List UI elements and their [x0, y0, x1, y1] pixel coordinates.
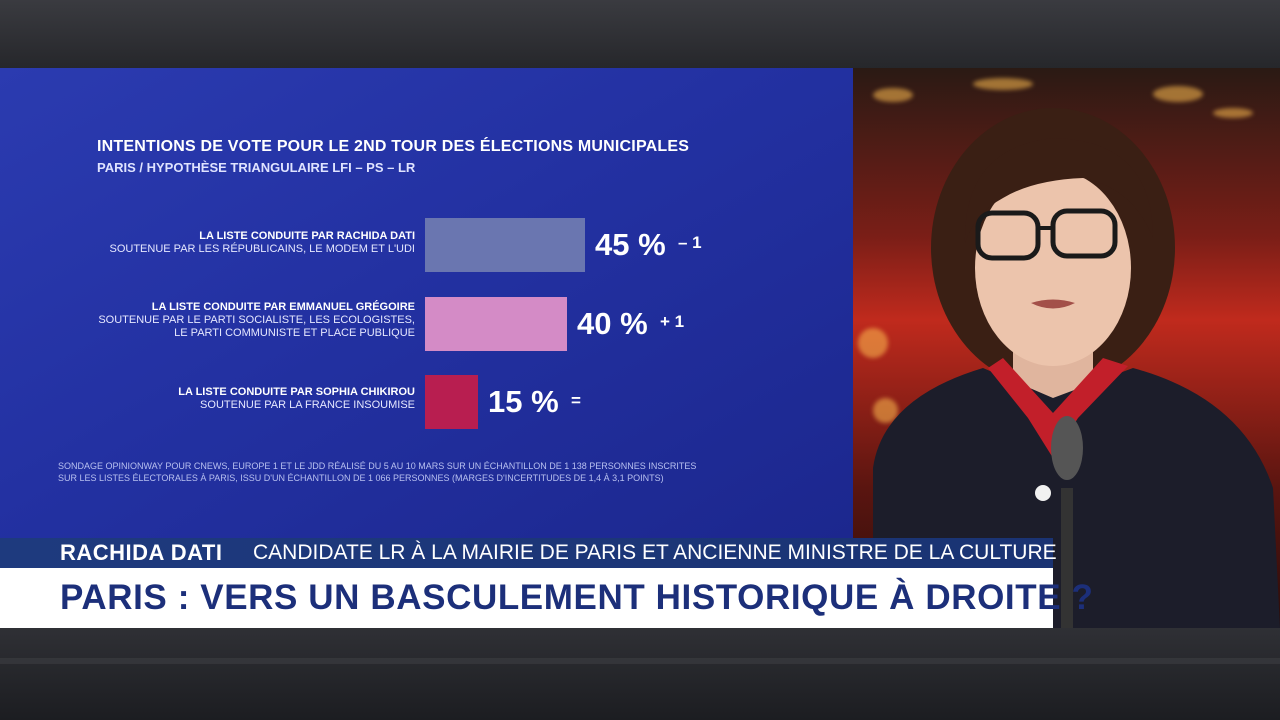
speaker-role: CANDIDATE LR À LA MAIRIE DE PARIS ET ANC… [253, 541, 1057, 564]
chart-subtitle: PARIS / HYPOTHÈSE TRIANGULAIRE LFI – PS … [97, 160, 416, 175]
studio-light [1153, 86, 1203, 102]
chart-title: INTENTIONS DE VOTE POUR LE 2ND TOUR DES … [97, 138, 690, 155]
bar-gregoire [425, 297, 567, 351]
source-line: SUR LES LISTES ÉLECTORALES À PARIS, ISSU… [58, 473, 664, 483]
bar-label-gregoire: LA LISTE CONDUITE PAR EMMANUEL GRÉGOIRE … [98, 301, 415, 340]
studio-light [1213, 108, 1253, 118]
bar-label-support: LE PARTI COMMUNISTE ET PLACE PUBLIQUE [174, 327, 415, 339]
speaker-name: RACHIDA DATI [60, 540, 223, 565]
change-label-gregoire: + 1 [660, 312, 685, 331]
source-line: SONDAGE OPINIONWAY POUR CNEWS, EUROPE 1 … [58, 461, 697, 471]
headline: PARIS : VERS UN BASCULEMENT HISTORIQUE À… [60, 578, 1094, 617]
poll-chart-panel: INTENTIONS DE VOTE POUR LE 2ND TOUR DES … [0, 68, 853, 538]
studio-light [858, 328, 888, 358]
studio-light [873, 398, 898, 423]
change-label-dati: – 1 [678, 233, 702, 252]
name-bar: RACHIDA DATI CANDIDATE LR À LA MAIRIE DE… [0, 538, 1057, 568]
value-label-chikirou: 15 % [488, 384, 559, 419]
poll-source-note: SONDAGE OPINIONWAY POUR CNEWS, EUROPE 1 … [58, 460, 758, 484]
bar-chikirou [425, 375, 478, 429]
studio-top-band [0, 0, 1280, 68]
studio-bottom-band [0, 628, 1280, 720]
bar-label-dati: LA LISTE CONDUITE PAR RACHIDA DATI SOUTE… [110, 230, 416, 256]
bar-dati [425, 218, 585, 272]
change-label-chikirou: = [571, 391, 581, 410]
bar-label-support: SOUTENUE PAR LES RÉPUBLICAINS, LE MODEM … [109, 243, 416, 255]
bar-label-name: LA LISTE CONDUITE PAR EMMANUEL GRÉGOIRE [151, 301, 415, 313]
headline-bar: PARIS : VERS UN BASCULEMENT HISTORIQUE À… [0, 568, 1093, 628]
bar-label-name: LA LISTE CONDUITE PAR SOPHIA CHIKIROU [178, 386, 415, 398]
studio-light [873, 88, 913, 102]
studio-light [973, 78, 1033, 90]
value-label-gregoire: 40 % [577, 306, 648, 341]
bar-label-name: LA LISTE CONDUITE PAR RACHIDA DATI [199, 230, 415, 242]
bar-label-support: SOUTENUE PAR LA FRANCE INSOUMISE [200, 399, 415, 411]
value-label-dati: 45 % [595, 227, 666, 262]
bar-label-support: SOUTENUE PAR LE PARTI SOCIALISTE, LES EC… [98, 314, 415, 326]
bar-label-chikirou: LA LISTE CONDUITE PAR SOPHIA CHIKIROU SO… [178, 386, 415, 412]
